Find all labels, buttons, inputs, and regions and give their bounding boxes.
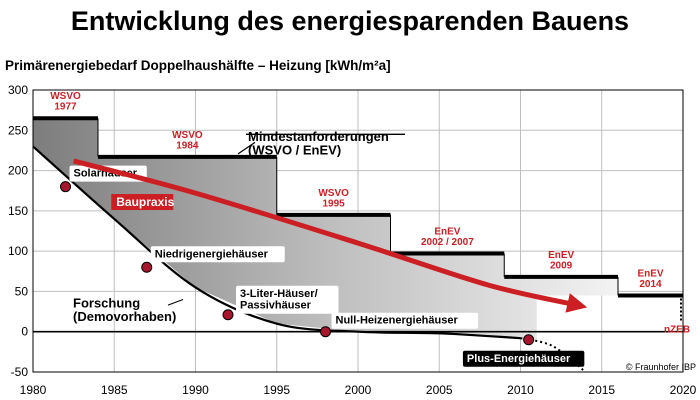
requirement-steps: WSVO 1977 WSVO 1984 WSVO 1995 EnEV 2002 / 2007 E… xyxy=(33,91,690,336)
practice-series: Baupraxis xyxy=(72,158,588,313)
credit-text: © Fraunhofer IBP xyxy=(626,362,696,372)
nzeb-label: nZEB xyxy=(664,325,690,336)
x-tick-label: 2020 xyxy=(670,383,697,397)
y-tick-label: 250 xyxy=(8,123,28,137)
milestone-label: Plus-Energiehäuser xyxy=(467,353,571,365)
research-label: Forschung (Demovorhaben) xyxy=(73,296,176,325)
chart-title: Entwicklung des energiesparenden Bauens xyxy=(71,6,629,36)
milestone-point xyxy=(222,309,234,321)
y-tick-label: 50 xyxy=(15,284,29,298)
requirement-step-label: WSVO 1977 xyxy=(50,91,81,113)
requirement-step-label: EnEV 2002 / 2007 xyxy=(421,227,474,249)
y-tick-label: -50 xyxy=(11,365,29,379)
requirement-step-label: EnEV 2009 xyxy=(548,250,574,272)
milestone-label-bg xyxy=(331,312,479,329)
milestone-point xyxy=(60,181,71,193)
milestone-point xyxy=(523,334,535,346)
requirements-pointer xyxy=(237,141,256,155)
research-curve xyxy=(32,145,521,340)
research-pointer xyxy=(167,299,184,306)
x-tick-label: 1995 xyxy=(263,383,290,397)
y-tick-label: 300 xyxy=(8,83,28,97)
x-tick-label: 1980 xyxy=(20,383,47,397)
milestone-label-bg xyxy=(462,350,585,367)
x-tick-label: 1990 xyxy=(182,383,209,397)
x-tick-label: 2010 xyxy=(507,383,534,397)
practice-label-bg xyxy=(111,194,174,211)
milestone-label: Null-Heizenergiehäuser xyxy=(336,315,459,327)
milestone-label: Niedrigenergiehäuser xyxy=(155,248,269,260)
practice-label: Baupraxis xyxy=(116,195,174,209)
chart-subtitle: Primärenergiebedarf Doppelhaushälfte – H… xyxy=(5,58,391,73)
milestone-point xyxy=(141,261,153,273)
milestone-label: 3-Liter-Häuser/Passivhäuser xyxy=(240,288,318,312)
x-tick-label: 1985 xyxy=(101,383,128,397)
x-tick-label: 2005 xyxy=(426,383,453,397)
x-tick-label: 2015 xyxy=(588,383,615,397)
practice-arrow xyxy=(72,158,588,313)
y-tick-label: 150 xyxy=(8,204,28,218)
milestone-point xyxy=(320,326,331,338)
requirement-step-label: WSVO 1984 xyxy=(172,130,203,152)
requirement-step-label: WSVO 1995 xyxy=(318,188,349,210)
x-tick-label: 2000 xyxy=(345,383,372,397)
y-tick-label: 100 xyxy=(8,244,28,258)
requirement-step-label: EnEV 2014 xyxy=(637,268,663,290)
milestone-label-bg xyxy=(236,285,339,314)
y-tick-label: 0 xyxy=(21,325,28,339)
research-series: Forschung (Demovorhaben)SolarhäuserNiedri… xyxy=(32,145,587,373)
milestone-label-bg xyxy=(69,165,147,182)
requirements-label: Mindestanforderungen (WSVO / EnEV) xyxy=(248,129,389,158)
plot-frame xyxy=(32,89,684,373)
milestone-label-bg xyxy=(150,246,285,263)
y-tick-label: 200 xyxy=(8,164,28,178)
